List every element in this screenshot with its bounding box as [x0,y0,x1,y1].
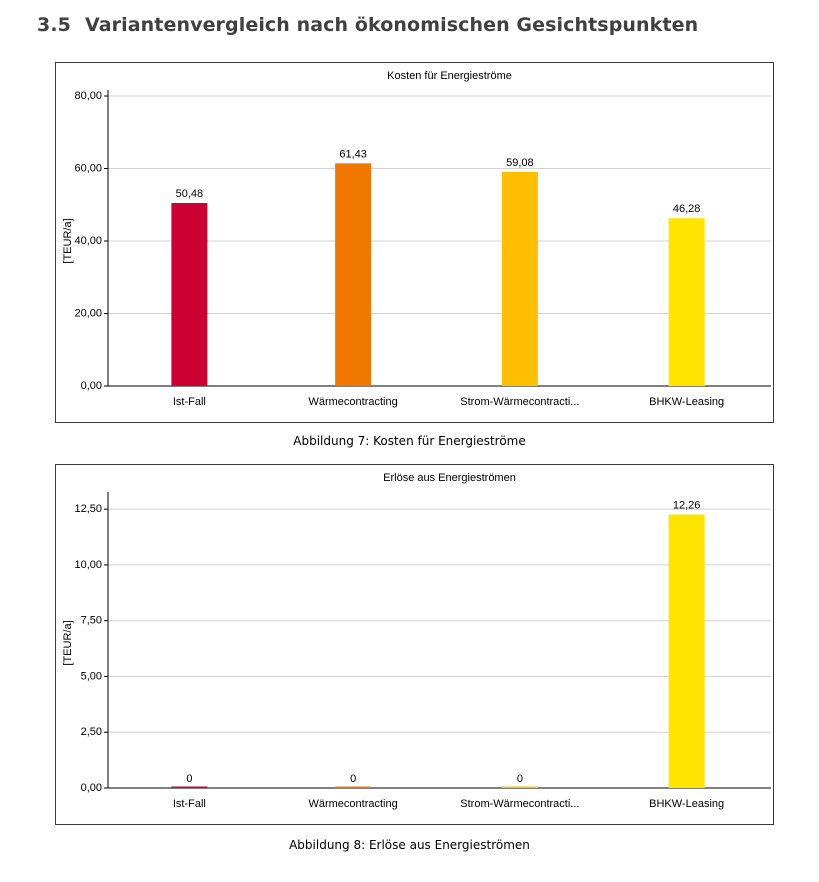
x-tick-label-bhkw-leasing: BHKW-Leasing [649,798,724,810]
section-title: Variantenvergleich nach ökonomischen Ges… [84,14,699,36]
chart-revenues-frame: Erlöse aus Energieströmen 0,00 2,50 5,00 7,5… [55,464,774,825]
bar-waermecontracting [335,163,372,386]
y-tick-label: 7,50 [81,615,102,627]
chart-revenues: Erlöse aus Energieströmen 0,00 2,50 5,00 7,5… [62,472,771,810]
y-tick-label: 2,50 [81,726,102,738]
section-number: 3.5 [37,14,71,36]
bar-strom-waermecontracti [501,786,538,788]
chart-costs-frame: Kosten für Energieströme 0,00 20,00 40,00 60… [55,62,774,423]
figure-caption-8: Abbildung 8: Erlöse aus Energieströmen [289,838,530,852]
section-heading: 3.5 Variantenvergleich nach ökonomischen … [37,14,698,36]
x-tick-label-ist-fall: Ist-Fall [173,798,206,810]
data-label-bhkw-leasing: 46,28 [673,203,701,215]
y-axis-label: [TEUR/a] [62,620,74,665]
y-tick-label: 12,50 [74,503,102,515]
bar-ist-fall [171,786,208,788]
y-tick-label: 5,00 [81,670,102,682]
data-label-ist-fall: 0 [186,773,192,785]
x-tick-label-ist-fall: Ist-Fall [173,396,206,408]
y-axis-label: [TEUR/a] [62,218,74,263]
bar-waermecontracting [335,786,372,788]
data-label-ist-fall: 50,48 [176,188,204,200]
data-label-waermecontracting: 61,43 [339,148,367,160]
y-tick-label: 40,00 [74,235,102,247]
data-label-strom-waermecontracti: 59,08 [506,157,534,169]
bar-bhkw-leasing [668,218,705,386]
x-tick-label-strom-waermecontracti: Strom-Wärmecontracti... [460,798,579,810]
y-tick-label: 0,00 [81,380,102,392]
y-tick-label: 80,00 [74,90,102,102]
y-tick-label: 0,00 [81,782,102,794]
x-tick-label-strom-waermecontracti: Strom-Wärmecontracti... [460,396,579,408]
y-tick-label: 20,00 [74,307,102,319]
figure-caption-7: Abbildung 7: Kosten für Energieströme [293,434,526,448]
y-tick-label: 10,00 [74,559,102,571]
data-label-bhkw-leasing: 12,26 [673,500,701,512]
bar-ist-fall [171,203,208,386]
y-tick-label: 60,00 [74,162,102,174]
bar-bhkw-leasing [668,514,705,788]
chart-costs: Kosten für Energieströme 0,00 20,00 40,00 60… [62,70,771,408]
x-tick-label-waermecontracting: Wärmecontracting [308,396,397,408]
x-tick-label-bhkw-leasing: BHKW-Leasing [649,396,724,408]
data-label-waermecontracting: 0 [350,773,356,785]
chart-title: Erlöse aus Energieströmen [383,472,516,484]
x-tick-label-waermecontracting: Wärmecontracting [308,798,397,810]
bar-strom-waermecontracti [501,171,538,386]
data-label-strom-waermecontracti: 0 [517,773,523,785]
chart-title: Kosten für Energieströme [387,70,512,82]
